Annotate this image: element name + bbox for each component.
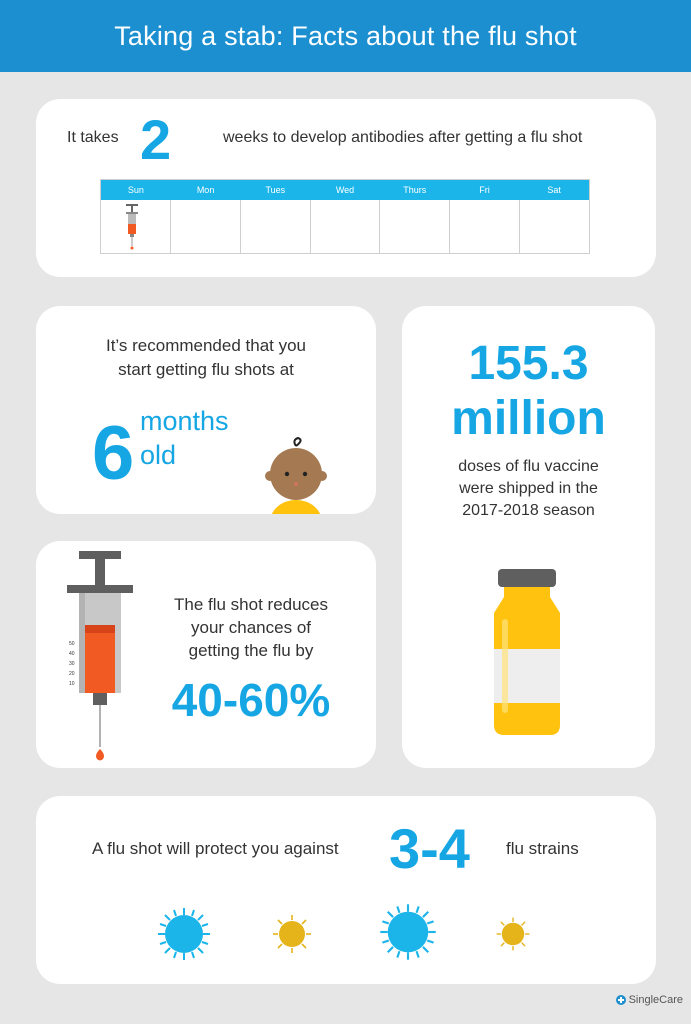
scale-label-10: 10 bbox=[69, 681, 75, 687]
virus-blue-icon bbox=[158, 908, 210, 960]
doses-text-line3: 2017-2018 season bbox=[462, 502, 595, 519]
age-card: It’s recommended that you start getting … bbox=[36, 306, 376, 514]
doses-card: 155.3 million doses of flu vaccine were … bbox=[402, 306, 655, 768]
scale-label-30: 30 bbox=[69, 661, 75, 667]
calendar-cell bbox=[450, 200, 521, 253]
reduction-percent: 40-60% bbox=[171, 674, 331, 726]
calendar-cell bbox=[380, 200, 451, 253]
age-text-line2: start getting flu shots at bbox=[118, 360, 294, 379]
age-text-line1: It’s recommended that you bbox=[105, 336, 306, 355]
doses-text-line2: were shipped in the bbox=[459, 480, 598, 497]
syringe-icon: 50 40 30 20 10 bbox=[67, 551, 133, 761]
reduction-card: 50 40 30 20 10 The flu shot reduces your… bbox=[36, 541, 376, 768]
age-unit: months old bbox=[140, 404, 229, 472]
header-banner: Taking a stab: Facts about the flu shot bbox=[0, 0, 691, 72]
brand-name: SingleCare bbox=[628, 994, 683, 1006]
baby-icon bbox=[265, 436, 327, 514]
virus-blue-icon bbox=[380, 904, 436, 960]
week-calendar: Sun Mon Tues Wed Thurs Fri Sat bbox=[100, 179, 590, 254]
mini-syringe-icon bbox=[126, 204, 138, 250]
doses-statement: doses of flu vaccine were shipped in the… bbox=[402, 456, 655, 522]
brand-logo: SingleCare bbox=[615, 994, 683, 1006]
calendar-cell bbox=[101, 200, 171, 253]
calendar-day-sun: Sun bbox=[127, 185, 144, 195]
calendar-body bbox=[101, 200, 589, 253]
scale-label-20: 20 bbox=[69, 671, 75, 677]
antibodies-weeks-number: 2 bbox=[140, 108, 172, 171]
strains-card: A flu shot will protect you against 3-4 … bbox=[36, 796, 656, 984]
scale-label-50: 50 bbox=[69, 641, 75, 647]
antibodies-prefix: It takes bbox=[67, 129, 119, 146]
reduction-statement: The flu shot reduces your chances of get… bbox=[156, 593, 346, 662]
calendar-day-tues: Tues bbox=[265, 185, 286, 195]
age-number: 6 bbox=[92, 411, 135, 496]
doses-text-line1: doses of flu vaccine bbox=[458, 458, 599, 475]
doses-number: 155.3 million bbox=[402, 336, 655, 446]
calendar-cell bbox=[171, 200, 241, 253]
age-unit-line1: months bbox=[140, 406, 229, 436]
antibodies-card: It takes 2 weeks to develop antibodies a… bbox=[36, 99, 656, 277]
vaccine-vial-icon bbox=[494, 569, 560, 735]
page-title: Taking a stab: Facts about the flu shot bbox=[114, 20, 577, 51]
strains-number: 3-4 bbox=[389, 817, 470, 880]
calendar-cell bbox=[311, 200, 381, 253]
antibodies-statement: It takes 2 weeks to develop antibodies a… bbox=[36, 108, 656, 171]
doses-number-line1: 155.3 bbox=[468, 337, 589, 390]
reduction-text-line3: getting the flu by bbox=[188, 641, 314, 660]
calendar-day-mon: Mon bbox=[196, 185, 215, 195]
calendar-cell bbox=[520, 200, 589, 253]
calendar-day-wed: Wed bbox=[335, 185, 355, 195]
calendar-header: Sun Mon Tues Wed Thurs Fri Sat bbox=[101, 180, 589, 200]
doses-number-line2: million bbox=[451, 392, 606, 445]
calendar-day-fri: Fri bbox=[479, 185, 490, 195]
reduction-text-line1: The flu shot reduces bbox=[173, 595, 329, 614]
age-unit-line2: old bbox=[140, 440, 177, 470]
antibodies-suffix: weeks to develop antibodies after gettin… bbox=[223, 129, 583, 146]
plus-logo-icon bbox=[615, 995, 626, 1005]
age-statement: It’s recommended that you start getting … bbox=[36, 334, 376, 382]
calendar-day-sat: Sat bbox=[547, 185, 561, 195]
reduction-text-line2: your chances of bbox=[190, 618, 311, 637]
calendar-cell bbox=[241, 200, 311, 253]
virus-yellow-icon bbox=[496, 917, 530, 951]
scale-label-40: 40 bbox=[69, 651, 75, 657]
strains-suffix: flu strains bbox=[506, 839, 579, 858]
strains-prefix: A flu shot will protect you against bbox=[92, 839, 339, 858]
calendar-day-thurs: Thurs bbox=[403, 185, 427, 195]
virus-yellow-icon bbox=[273, 915, 311, 953]
